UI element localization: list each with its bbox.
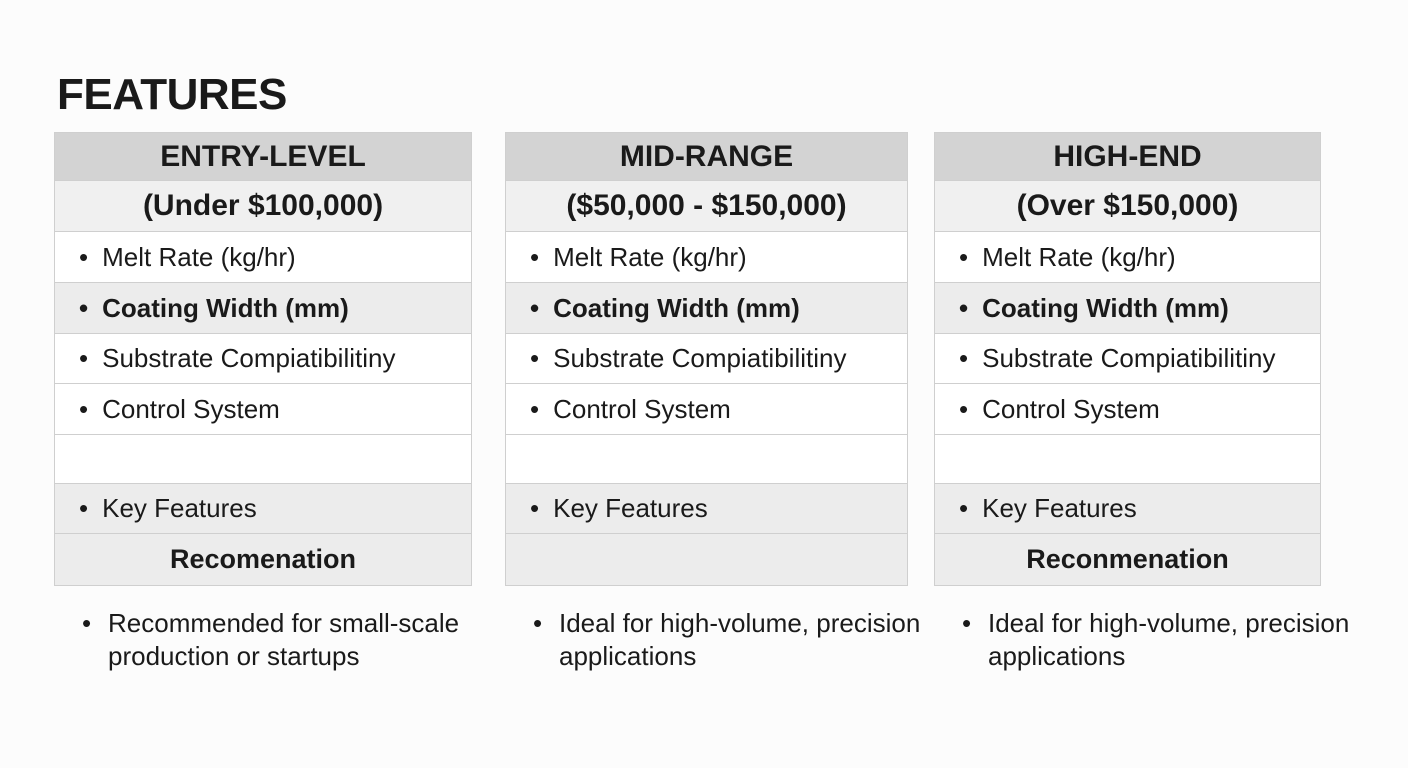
bullet: • — [79, 493, 89, 523]
key-features-label: Key Features — [982, 493, 1137, 523]
feature-row: • Control System — [54, 384, 472, 435]
header-cell: MID-RANGE — [505, 132, 908, 181]
header-cell: ENTRY-LEVEL — [54, 132, 472, 181]
feature-row: • Control System — [505, 384, 908, 435]
header-cell: HIGH-END — [934, 132, 1321, 181]
feature-row: • Coating Width (mm) — [934, 283, 1321, 334]
recommendation-note: • Ideal for high-volume, precision applica… — [529, 607, 920, 673]
feature-label: Control System — [553, 393, 731, 424]
feature-label: Control System — [102, 393, 280, 424]
price-cell: (Over $150,000) — [934, 181, 1321, 232]
tier-name: HIGH-END — [1053, 139, 1202, 173]
feature-row: • Melt Rate (kg/hr) — [934, 232, 1321, 283]
bullet: • — [530, 241, 540, 272]
key-features-label: Key Features — [102, 493, 257, 523]
feature-row: • Melt Rate (kg/hr) — [54, 232, 472, 283]
recommendation-label: Reconmenation — [1026, 544, 1229, 574]
bullet: • — [959, 393, 969, 424]
feature-row: • Melt Rate (kg/hr) — [505, 232, 908, 283]
bullet: • — [959, 292, 969, 323]
bullet: • — [530, 493, 540, 523]
feature-label: Melt Rate (kg/hr) — [553, 241, 747, 272]
price-range: (Under $100,000) — [142, 189, 384, 222]
bullet: • — [530, 393, 540, 424]
note-line: Ideal for high-volume, precision — [988, 608, 1350, 638]
note-line: Ideal for high-volume, precision — [559, 608, 921, 638]
bullet: • — [79, 343, 89, 373]
note-line: production or startups — [108, 641, 360, 671]
price-cell: (Under $100,000) — [54, 181, 472, 232]
page-title: FEATURES — [57, 70, 287, 119]
feature-label: Melt Rate (kg/hr) — [982, 241, 1176, 272]
bullet: • — [79, 393, 89, 424]
price-range: (Over $150,000) — [1016, 189, 1239, 222]
feature-label: Coating Width (mm) — [553, 292, 800, 323]
tier-name: ENTRY-LEVEL — [160, 139, 366, 173]
price-range: ($50,000 - $150,000) — [566, 189, 847, 222]
note-line: applications — [988, 641, 1126, 671]
bullet: • — [959, 343, 969, 373]
recommendation-row: Recomenation — [54, 534, 472, 586]
recommendation-note: • Recommended for small-scale production o… — [78, 607, 459, 673]
bullet: • — [82, 608, 92, 638]
key-features-row: • Key Features — [934, 484, 1321, 534]
bullet: • — [959, 241, 969, 272]
bullet: • — [530, 292, 540, 323]
recommendation-row — [505, 534, 908, 586]
recommendation-label: Recomenation — [169, 544, 357, 574]
feature-label: Substrate Compiatibilitiny — [982, 343, 1276, 373]
note-line: applications — [559, 641, 697, 671]
tier-name: MID-RANGE — [619, 139, 794, 173]
recommendation-note: • Ideal for high-volume, precision applica… — [958, 607, 1349, 673]
bullet: • — [959, 493, 969, 523]
feature-row: • Coating Width (mm) — [505, 283, 908, 334]
feature-row: • Coating Width (mm) — [54, 283, 472, 334]
feature-label: Coating Width (mm) — [102, 292, 349, 323]
bullet: • — [79, 241, 89, 272]
note-line: Recommended for small-scale — [108, 608, 460, 638]
price-cell: ($50,000 - $150,000) — [505, 181, 908, 232]
feature-label: Substrate Compiatibilitiny — [553, 343, 847, 373]
recommendation-row: Reconmenation — [934, 534, 1321, 586]
key-features-label: Key Features — [553, 493, 708, 523]
bullet: • — [530, 343, 540, 373]
empty-row — [505, 435, 908, 484]
empty-row — [934, 435, 1321, 484]
empty-row — [54, 435, 472, 484]
bullet: • — [79, 292, 89, 323]
key-features-row: • Key Features — [505, 484, 908, 534]
bullet: • — [533, 608, 543, 638]
feature-label: Substrate Compiatibilitiny — [102, 343, 396, 373]
feature-row: • Substrate Compiatibilitiny — [934, 334, 1321, 384]
feature-row: • Control System — [934, 384, 1321, 435]
feature-label: Coating Width (mm) — [982, 292, 1229, 323]
bullet: • — [962, 608, 972, 638]
feature-label: Melt Rate (kg/hr) — [102, 241, 296, 272]
feature-row: • Substrate Compiatibilitiny — [54, 334, 472, 384]
feature-row: • Substrate Compiatibilitiny — [505, 334, 908, 384]
key-features-row: • Key Features — [54, 484, 472, 534]
feature-label: Control System — [982, 393, 1160, 424]
